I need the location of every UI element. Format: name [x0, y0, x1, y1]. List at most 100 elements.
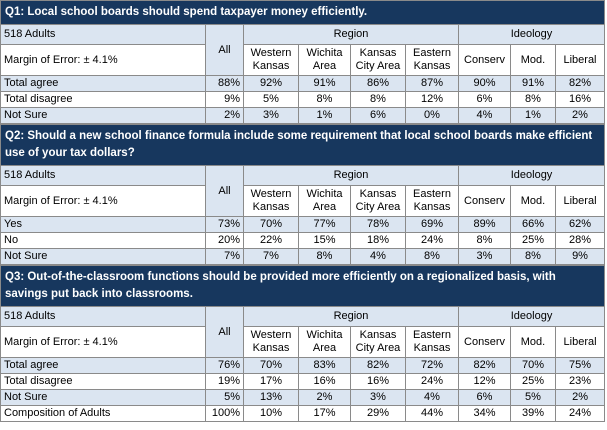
cell-value: 8%	[405, 248, 459, 265]
subgroup-header: Western Kansas	[243, 326, 299, 358]
row-label: Not Sure	[0, 389, 206, 406]
all-header: All	[205, 24, 244, 76]
subgroup-header: Liberal	[554, 326, 606, 358]
cell-value: 78%	[350, 216, 406, 233]
cell-value: 91%	[510, 75, 556, 92]
row-label: Not Sure	[0, 248, 206, 265]
ideology-header: Ideology	[457, 306, 606, 327]
question-title: Q2: Should a new school finance formula …	[0, 124, 606, 166]
subgroup-header: Wichita Area	[298, 44, 351, 76]
data-row: No 20% 22% 15% 18% 24% 8% 25% 28%	[0, 232, 606, 249]
cell-value: 8%	[510, 248, 556, 265]
cell-value: 22%	[243, 232, 299, 249]
sample-size: 518 Adults	[0, 165, 206, 186]
row-label: Yes	[0, 216, 206, 233]
cell-value: 0%	[405, 107, 459, 124]
cell-value: 3%	[243, 107, 299, 124]
cell-value: 2%	[205, 107, 244, 124]
data-row: Not Sure 5% 13% 2% 3% 4% 6% 5% 2%	[0, 389, 606, 406]
ideology-header: Ideology	[457, 165, 606, 186]
header-row: 518 Adults All Region Ideology	[0, 24, 606, 76]
cell-value: 24%	[405, 373, 459, 390]
subgroup-header: Conserv	[458, 44, 511, 76]
cell-value: 8%	[350, 91, 406, 108]
cell-value: 90%	[458, 75, 511, 92]
row-label: Total agree	[0, 357, 206, 374]
cell-value: 24%	[405, 232, 459, 249]
cell-value: 5%	[510, 389, 556, 406]
subgroup-header: Eastern Kansas	[405, 185, 459, 217]
cell-value: 82%	[350, 357, 406, 374]
row-label: Total disagree	[0, 91, 206, 108]
cell-value: 17%	[243, 373, 299, 390]
row-label: Not Sure	[0, 107, 206, 124]
cell-value: 87%	[405, 75, 459, 92]
cell-value: 76%	[205, 357, 244, 374]
question-table: Q1: Local school boards should spend tax…	[0, 0, 606, 124]
cell-value: 4%	[458, 107, 511, 124]
cell-value: 2%	[298, 389, 351, 406]
cell-value: 16%	[554, 91, 606, 108]
cell-value: 66%	[510, 216, 556, 233]
cell-value: 70%	[510, 357, 556, 374]
cell-value: 69%	[405, 216, 459, 233]
cell-value: 2%	[554, 107, 606, 124]
subgroup-header: Mod.	[510, 326, 556, 358]
data-row: Composition of Adults 100% 10% 17% 29% 44% 34%…	[0, 405, 606, 422]
margin-of-error: Margin of Error: ± 4.1%	[0, 185, 206, 217]
data-row: Total disagree 19% 17% 16% 16% 24% 12% 25% 23%	[0, 373, 606, 390]
cell-value: 25%	[510, 373, 556, 390]
subgroup-header: Mod.	[510, 44, 556, 76]
cell-value: 9%	[554, 248, 606, 265]
subgroup-header: Wichita Area	[298, 326, 351, 358]
cell-value: 16%	[350, 373, 406, 390]
row-label: Total agree	[0, 75, 206, 92]
subgroup-header: Kansas City Area	[350, 44, 406, 76]
data-row: Not Sure 7% 7% 8% 4% 8% 3% 8% 9%	[0, 248, 606, 265]
cell-value: 6%	[458, 91, 511, 108]
question-title: Q3: Out-of-the-classroom functions shoul…	[0, 265, 606, 307]
cell-value: 86%	[350, 75, 406, 92]
cell-value: 6%	[350, 107, 406, 124]
data-row: Not Sure 2% 3% 1% 6% 0% 4% 1% 2%	[0, 107, 606, 124]
subgroup-header: Eastern Kansas	[405, 326, 459, 358]
sample-size: 518 Adults	[0, 24, 206, 45]
data-row: Yes 73% 70% 77% 78% 69% 89% 66% 62%	[0, 216, 606, 233]
cell-value: 8%	[458, 232, 511, 249]
question-row: Q3: Out-of-the-classroom functions shoul…	[0, 265, 606, 307]
cell-value: 9%	[205, 91, 244, 108]
question-table: Q3: Out-of-the-classroom functions shoul…	[0, 265, 606, 422]
cell-value: 7%	[243, 248, 299, 265]
cell-value: 100%	[205, 405, 244, 422]
margin-of-error: Margin of Error: ± 4.1%	[0, 44, 206, 76]
cell-value: 3%	[350, 389, 406, 406]
cell-value: 8%	[298, 91, 351, 108]
subgroup-header: Western Kansas	[243, 185, 299, 217]
region-header: Region	[243, 306, 459, 327]
cell-value: 72%	[405, 357, 459, 374]
question-table: Q2: Should a new school finance formula …	[0, 124, 606, 265]
cell-value: 75%	[554, 357, 606, 374]
all-header: All	[205, 165, 244, 217]
margin-of-error: Margin of Error: ± 4.1%	[0, 326, 206, 358]
cell-value: 82%	[554, 75, 606, 92]
subgroup-header: Conserv	[458, 326, 511, 358]
cell-value: 18%	[350, 232, 406, 249]
subgroup-header: Liberal	[554, 185, 606, 217]
cell-value: 92%	[243, 75, 299, 92]
cell-value: 4%	[350, 248, 406, 265]
subgroup-header: Kansas City Area	[350, 185, 406, 217]
row-label: No	[0, 232, 206, 249]
subheader-row: Margin of Error: ± 4.1% Western Kansas Wic…	[0, 326, 606, 358]
cell-value: 23%	[554, 373, 606, 390]
subgroup-header: Conserv	[458, 185, 511, 217]
cell-value: 24%	[554, 405, 606, 422]
subheader-row: Margin of Error: ± 4.1% Western Kansas Wic…	[0, 44, 606, 76]
cell-value: 77%	[298, 216, 351, 233]
row-label: Total disagree	[0, 373, 206, 390]
subgroup-header: Liberal	[554, 44, 606, 76]
cell-value: 2%	[554, 389, 606, 406]
data-row: Total agree 76% 70% 83% 82% 72% 82% 70% 75%	[0, 357, 606, 374]
